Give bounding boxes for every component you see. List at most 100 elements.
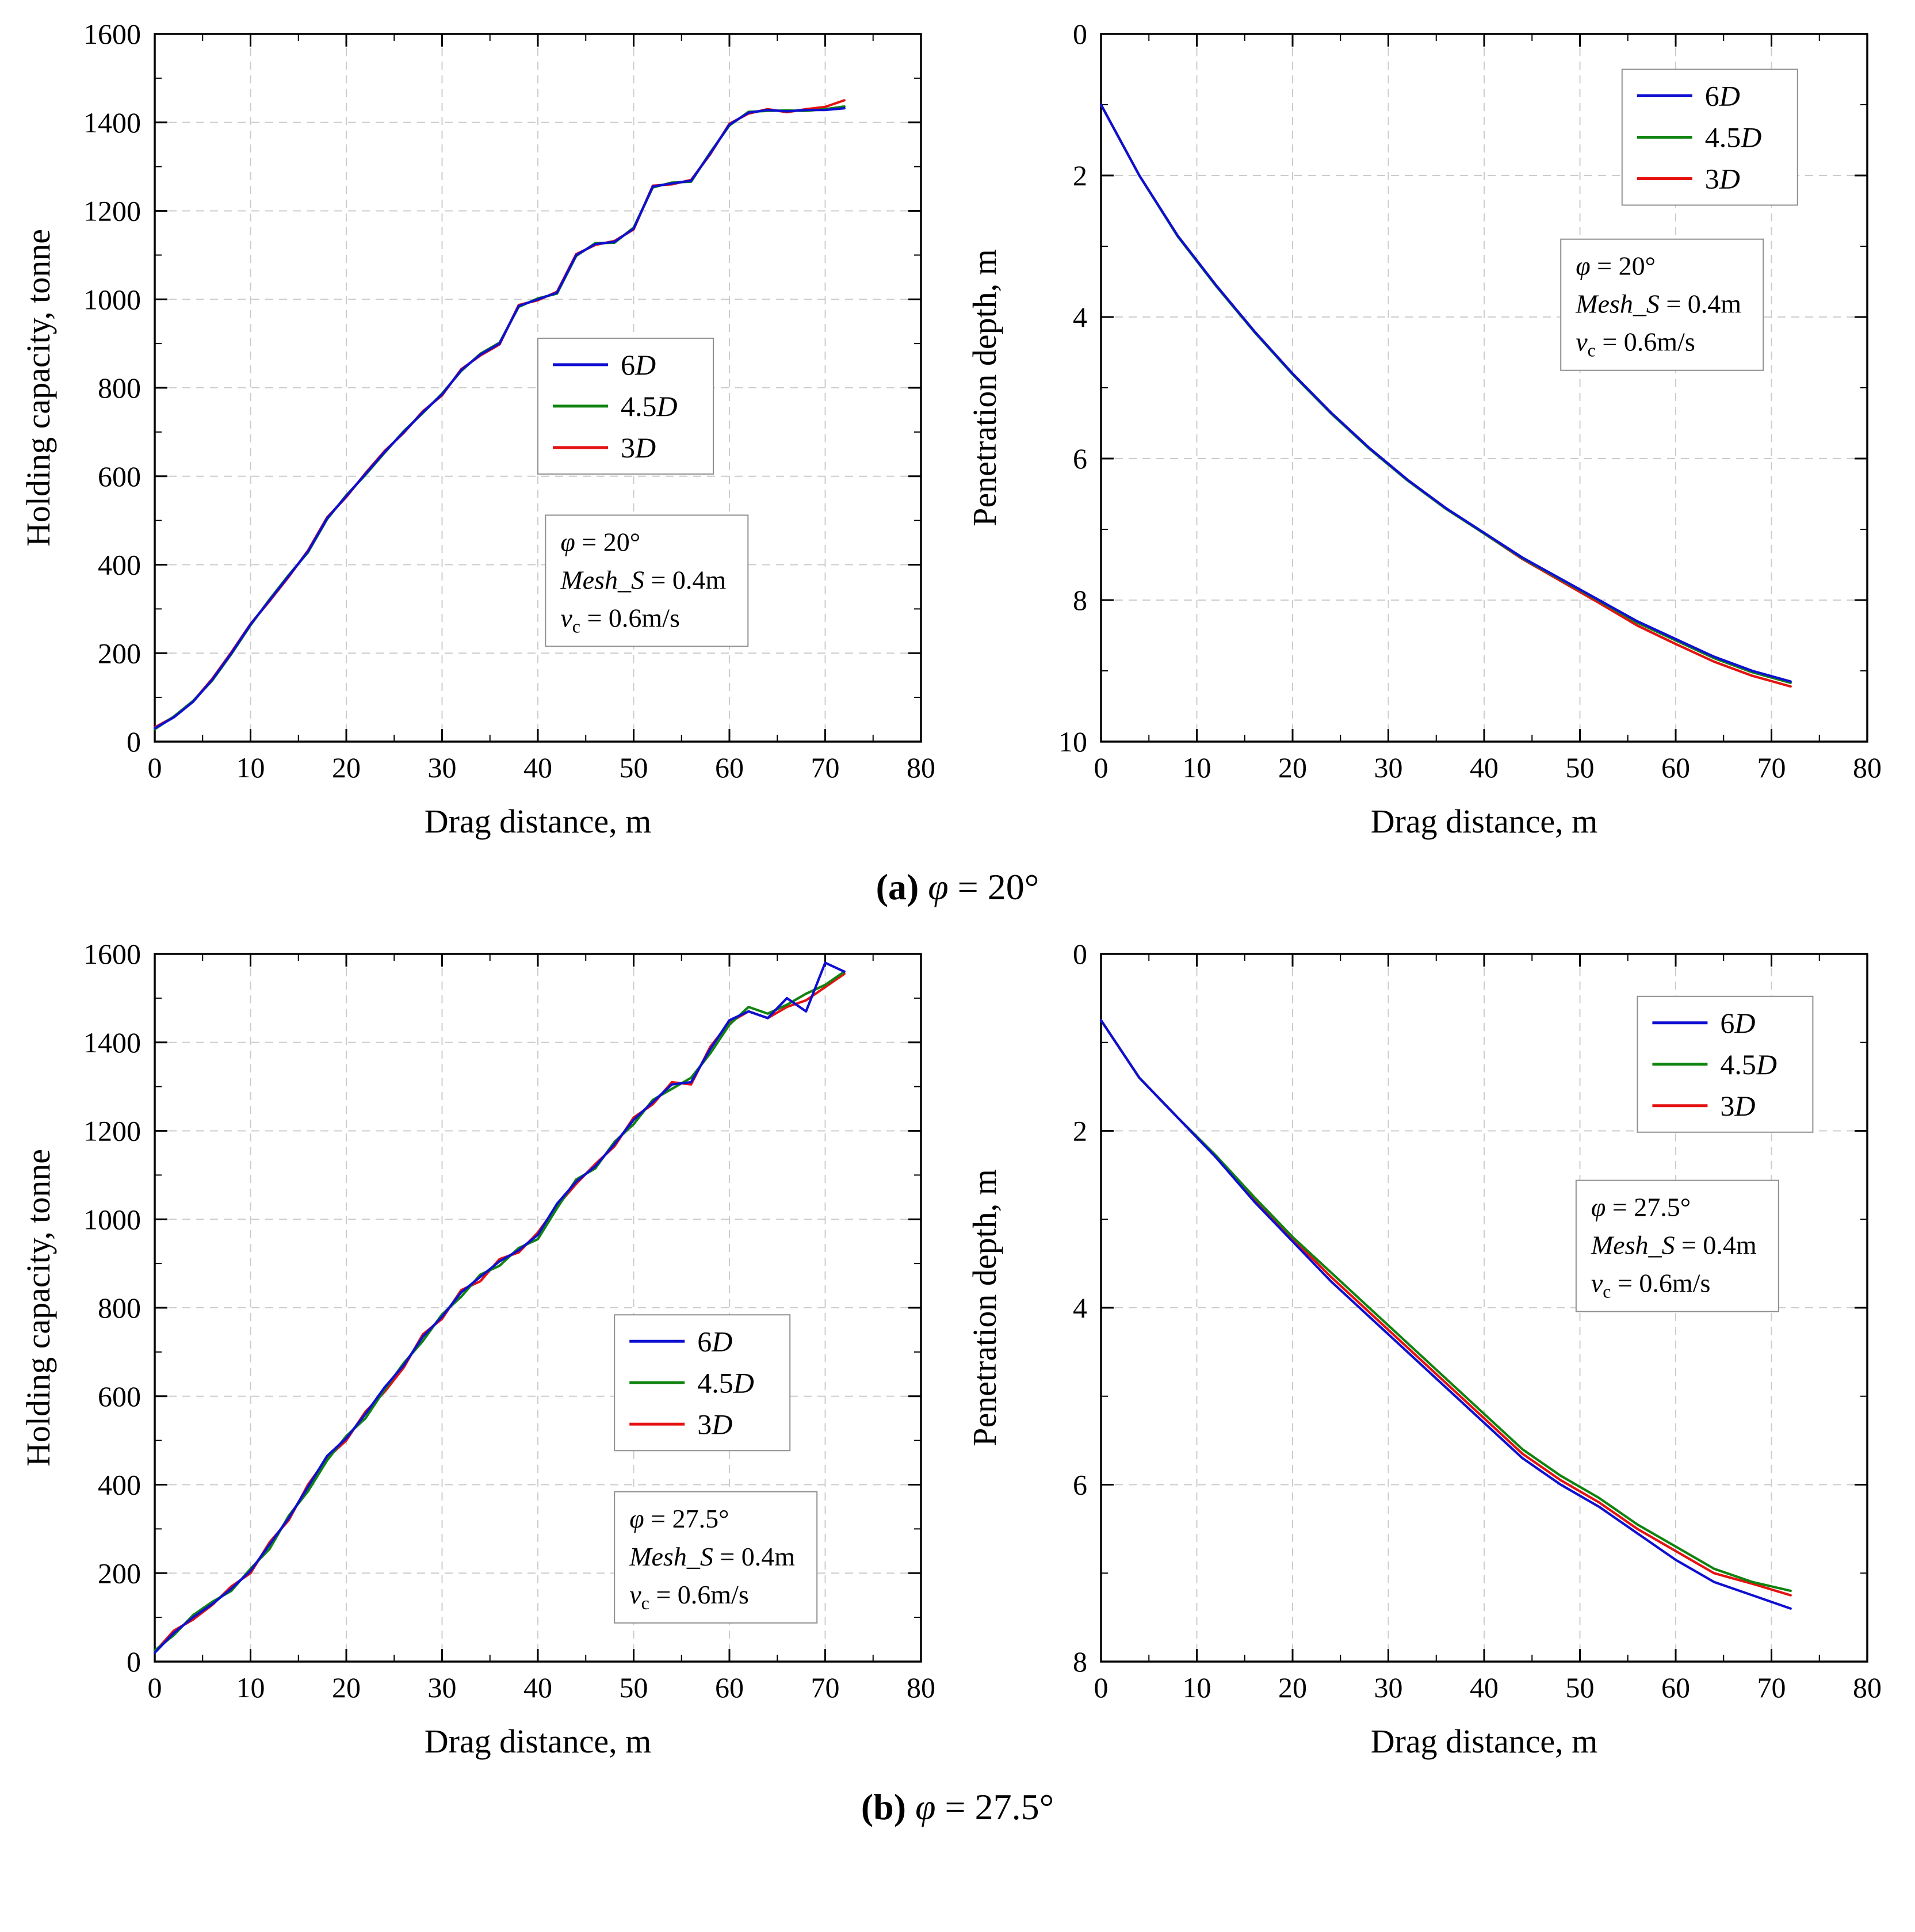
- svg-text:vc = 0.6m/s: vc = 0.6m/s: [629, 1580, 749, 1613]
- svg-text:6: 6: [1073, 1469, 1087, 1501]
- svg-text:30: 30: [428, 1671, 457, 1704]
- svg-text:3D: 3D: [1705, 163, 1740, 195]
- svg-text:10: 10: [236, 1671, 265, 1704]
- svg-text:40: 40: [1470, 751, 1499, 784]
- svg-text:φ = 27.5°: φ = 27.5°: [629, 1504, 729, 1533]
- svg-text:70: 70: [811, 1671, 840, 1704]
- svg-text:4.5D: 4.5D: [1720, 1048, 1777, 1080]
- svg-text:6D: 6D: [1705, 80, 1740, 112]
- svg-text:40: 40: [523, 1671, 552, 1704]
- svg-text:1200: 1200: [83, 1115, 141, 1147]
- svg-text:80: 80: [1853, 751, 1882, 784]
- svg-text:8: 8: [1073, 1645, 1087, 1678]
- figure-page: 0 10 20 30 40 50 60 70 80 0 200 400 600 800 1000 1200 14…: [0, 8, 1915, 1848]
- svg-text:600: 600: [98, 460, 141, 492]
- svg-text:φ = 20°: φ = 20°: [1576, 251, 1656, 281]
- svg-text:Drag distance, m: Drag distance, m: [425, 803, 652, 840]
- svg-text:3D: 3D: [621, 432, 656, 464]
- svg-text:10: 10: [1183, 1671, 1211, 1704]
- caption-b-label: (b): [861, 1786, 907, 1827]
- svg-text:800: 800: [98, 372, 141, 404]
- svg-text:vc = 0.6m/s: vc = 0.6m/s: [1591, 1269, 1711, 1302]
- svg-text:50: 50: [1566, 751, 1595, 784]
- chart-penetration-depth-a: 0 10 20 30 40 50 60 70 80 0 2 4 6 8 10 Drag distance, m…: [954, 8, 1901, 857]
- svg-text:70: 70: [1757, 1671, 1786, 1704]
- svg-text:60: 60: [1661, 1671, 1690, 1704]
- svg-text:0: 0: [127, 726, 141, 758]
- svg-text:Mesh_S = 0.4m: Mesh_S = 0.4m: [1575, 289, 1741, 319]
- svg-text:400: 400: [98, 1469, 141, 1501]
- svg-text:50: 50: [1566, 1671, 1595, 1704]
- svg-text:80: 80: [1853, 1671, 1882, 1704]
- chart-holding-capacity-b: 0 10 20 30 40 50 60 70 80 0 200 400 600 800 1000 1200 14…: [8, 928, 954, 1777]
- svg-text:0: 0: [1094, 751, 1109, 784]
- svg-text:Mesh_S = 0.4m: Mesh_S = 0.4m: [1591, 1231, 1757, 1260]
- row-a: 0 10 20 30 40 50 60 70 80 0 200 400 600 800 1000 1200 14…: [0, 8, 1915, 857]
- svg-text:Holding capacity, tonne: Holding capacity, tonne: [20, 1149, 57, 1467]
- row-b: 0 10 20 30 40 50 60 70 80 0 200 400 600 800 1000 1200 14…: [0, 928, 1915, 1777]
- svg-text:6D: 6D: [621, 349, 656, 381]
- svg-text:800: 800: [98, 1292, 141, 1324]
- svg-text:0: 0: [1094, 1671, 1109, 1704]
- svg-text:1000: 1000: [83, 1203, 141, 1235]
- svg-text:3D: 3D: [697, 1408, 732, 1440]
- svg-text:400: 400: [98, 549, 141, 581]
- svg-text:70: 70: [1757, 751, 1786, 784]
- svg-text:10: 10: [1058, 726, 1087, 758]
- svg-text:6D: 6D: [1720, 1007, 1755, 1039]
- svg-text:1400: 1400: [83, 106, 141, 139]
- svg-text:60: 60: [715, 751, 744, 784]
- svg-text:4.5D: 4.5D: [697, 1366, 754, 1399]
- svg-text:6D: 6D: [697, 1325, 732, 1357]
- svg-text:Mesh_S = 0.4m: Mesh_S = 0.4m: [560, 565, 726, 594]
- svg-text:4: 4: [1073, 1292, 1087, 1324]
- svg-text:0: 0: [1073, 938, 1087, 970]
- svg-text:0: 0: [127, 1645, 141, 1678]
- svg-text:70: 70: [811, 751, 840, 784]
- caption-a-value: = 20°: [948, 866, 1039, 907]
- svg-text:2: 2: [1073, 1115, 1087, 1147]
- svg-text:1600: 1600: [83, 18, 141, 50]
- svg-text:4: 4: [1073, 301, 1087, 333]
- svg-text:1400: 1400: [83, 1026, 141, 1059]
- svg-text:Drag distance, m: Drag distance, m: [1371, 803, 1598, 840]
- svg-text:80: 80: [907, 751, 935, 784]
- svg-text:20: 20: [332, 1671, 361, 1704]
- svg-text:Penetration depth, m: Penetration depth, m: [966, 1169, 1003, 1446]
- svg-text:0: 0: [1073, 18, 1087, 50]
- svg-text:10: 10: [1183, 751, 1211, 784]
- caption-a-symbol: φ: [928, 866, 949, 907]
- svg-text:50: 50: [620, 1671, 648, 1704]
- svg-text:40: 40: [1470, 1671, 1499, 1704]
- svg-text:60: 60: [715, 1671, 744, 1704]
- chart-penetration-depth-b: 0 10 20 30 40 50 60 70 80 0 2 4 6 8 Drag distance, m Pe…: [954, 928, 1901, 1777]
- svg-text:30: 30: [1374, 751, 1403, 784]
- svg-text:200: 200: [98, 1557, 141, 1589]
- svg-text:50: 50: [620, 751, 648, 784]
- svg-text:6: 6: [1073, 442, 1087, 475]
- svg-text:60: 60: [1661, 751, 1690, 784]
- svg-text:Holding capacity, tonne: Holding capacity, tonne: [20, 229, 57, 547]
- svg-text:30: 30: [1374, 1671, 1403, 1704]
- chart-holding-capacity-a: 0 10 20 30 40 50 60 70 80 0 200 400 600 800 1000 1200 14…: [8, 8, 954, 857]
- svg-text:vc = 0.6m/s: vc = 0.6m/s: [1576, 327, 1695, 361]
- svg-text:vc = 0.6m/s: vc = 0.6m/s: [560, 603, 680, 636]
- caption-a-label: (a): [876, 866, 919, 907]
- svg-text:3D: 3D: [1720, 1090, 1755, 1122]
- svg-text:4.5D: 4.5D: [621, 390, 678, 422]
- caption-b-symbol: φ: [915, 1786, 936, 1827]
- svg-text:Mesh_S = 0.4m: Mesh_S = 0.4m: [629, 1542, 795, 1571]
- svg-text:1000: 1000: [83, 283, 141, 315]
- svg-text:30: 30: [428, 751, 457, 784]
- svg-text:φ = 27.5°: φ = 27.5°: [1591, 1193, 1691, 1222]
- svg-text:2: 2: [1073, 159, 1087, 192]
- svg-text:10: 10: [236, 751, 265, 784]
- svg-text:φ = 20°: φ = 20°: [560, 527, 640, 556]
- caption-a: (a) φ = 20°: [0, 857, 1915, 928]
- svg-text:40: 40: [523, 751, 552, 784]
- svg-text:20: 20: [1278, 751, 1307, 784]
- caption-b: (b) φ = 27.5°: [0, 1777, 1915, 1848]
- svg-text:0: 0: [148, 751, 162, 784]
- svg-text:80: 80: [907, 1671, 935, 1704]
- svg-text:0: 0: [148, 1671, 162, 1704]
